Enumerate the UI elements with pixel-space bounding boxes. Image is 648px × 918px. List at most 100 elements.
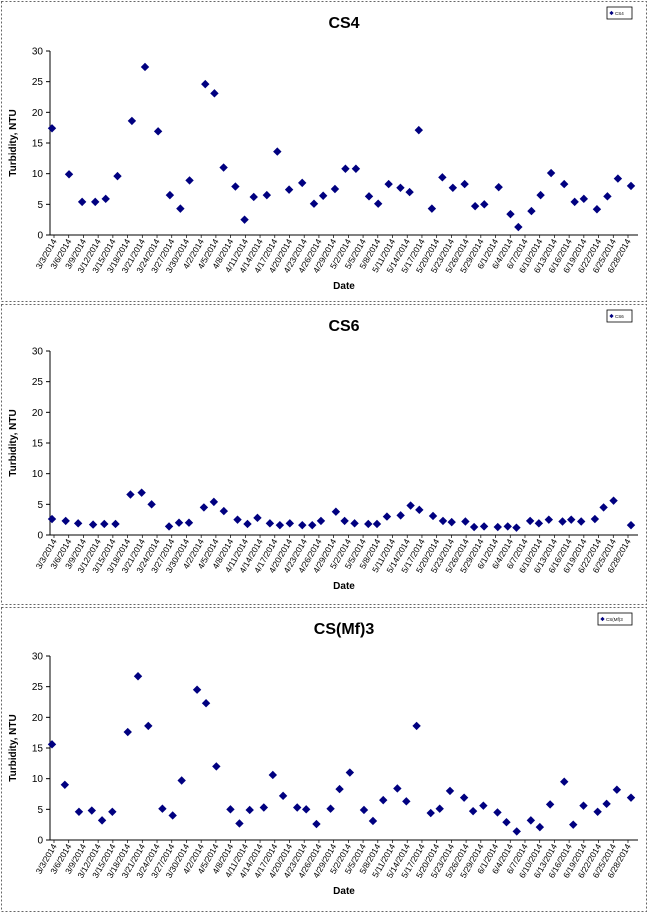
data-point — [176, 204, 185, 213]
data-point — [133, 672, 143, 681]
y-tick-label: 25 — [32, 377, 44, 388]
data-point — [448, 183, 458, 192]
data-point — [603, 192, 612, 201]
data-point — [470, 201, 480, 211]
data-point — [47, 514, 57, 524]
data-point — [137, 488, 146, 497]
chart-title: CS(Mf)3 — [314, 621, 375, 638]
data-point — [514, 222, 523, 232]
y-axis-label: Turbidity, NTU — [8, 409, 19, 476]
data-point — [592, 205, 602, 214]
data-point — [579, 801, 588, 810]
y-tick-label: 10 — [32, 469, 44, 480]
data-point — [427, 204, 437, 213]
legend-label: CS6 — [615, 314, 624, 319]
chart-title: CS6 — [328, 318, 359, 335]
data-point — [284, 185, 294, 194]
y-tick-label: 0 — [37, 531, 43, 542]
data-point — [199, 503, 209, 512]
chart-title: CS4 — [328, 15, 359, 32]
x-axis-label: Date — [333, 581, 355, 592]
data-point — [309, 199, 319, 208]
y-tick-label: 0 — [37, 231, 43, 242]
y-tick-label: 0 — [37, 836, 43, 847]
data-point — [612, 785, 622, 794]
data-point — [341, 164, 350, 173]
data-point — [570, 197, 579, 207]
data-point — [480, 200, 489, 209]
data-point — [364, 192, 374, 201]
data-point — [140, 62, 150, 72]
y-tick-label: 25 — [32, 682, 44, 693]
data-point — [590, 514, 600, 524]
data-point — [345, 768, 355, 777]
data-point — [512, 827, 521, 836]
data-point — [546, 168, 556, 178]
legend-label: CS4 — [615, 11, 624, 16]
data-point — [168, 811, 177, 820]
data-point — [147, 500, 156, 509]
data-point — [534, 519, 544, 528]
data-point — [265, 519, 275, 528]
data-point — [527, 206, 536, 216]
data-point — [536, 190, 545, 200]
y-tick-label: 20 — [32, 108, 44, 119]
data-point — [219, 163, 228, 172]
chart-cs4: CS4CS40510152025303/3/20143/6/20143/9/20… — [1, 1, 647, 302]
data-point — [494, 182, 503, 192]
legend-box — [606, 309, 633, 323]
data-point — [201, 79, 210, 89]
data-point — [479, 801, 488, 810]
data-point — [512, 523, 521, 532]
data-point — [113, 171, 122, 181]
data-point — [479, 522, 489, 531]
data-point — [153, 127, 163, 136]
y-axis-label: Turbidity, NTU — [8, 714, 19, 781]
data-point — [503, 522, 512, 531]
data-point — [396, 183, 405, 192]
data-point — [545, 800, 555, 809]
legend: CS6 — [606, 309, 633, 323]
data-point — [91, 197, 100, 207]
data-point — [184, 518, 194, 527]
panel-border — [1, 304, 647, 605]
y-tick-label: 5 — [37, 500, 43, 511]
data-point — [165, 190, 175, 200]
y-tick-label: 25 — [32, 77, 44, 88]
data-point — [73, 519, 83, 528]
data-point — [384, 179, 393, 189]
data-point — [253, 513, 262, 523]
data-point — [414, 125, 423, 135]
data-point — [185, 176, 194, 185]
data-point — [123, 727, 132, 737]
data-point — [87, 806, 96, 815]
x-axis-label: Date — [333, 886, 355, 897]
data-point — [373, 199, 383, 208]
data-point — [351, 164, 361, 173]
legend-box — [606, 6, 633, 20]
data-point — [262, 190, 272, 200]
data-point — [298, 178, 307, 188]
data-point — [101, 194, 110, 204]
y-tick-label: 10 — [32, 169, 44, 180]
y-tick-label: 15 — [32, 744, 44, 755]
data-point — [164, 522, 174, 531]
y-tick-label: 5 — [37, 200, 43, 211]
y-tick-label: 20 — [32, 713, 44, 724]
data-point — [468, 806, 478, 816]
data-point — [447, 517, 456, 527]
data-point — [626, 181, 636, 191]
panel-border — [1, 607, 647, 912]
data-point — [240, 215, 249, 224]
data-point — [47, 124, 57, 133]
data-point — [209, 497, 219, 507]
data-point — [210, 89, 219, 98]
data-point — [406, 501, 415, 510]
y-tick-label: 30 — [32, 47, 44, 58]
legend: CS(Mf)3 — [597, 612, 633, 626]
chart-panel-cs4: CS4 CS4 0 5 10 15 20 25 30 3/3/2014 3/6/2014 3/9/20… — [0, 0, 648, 303]
y-tick-label: 20 — [32, 408, 44, 419]
legend-box — [597, 612, 633, 626]
data-point — [219, 506, 229, 516]
data-point — [576, 517, 586, 526]
